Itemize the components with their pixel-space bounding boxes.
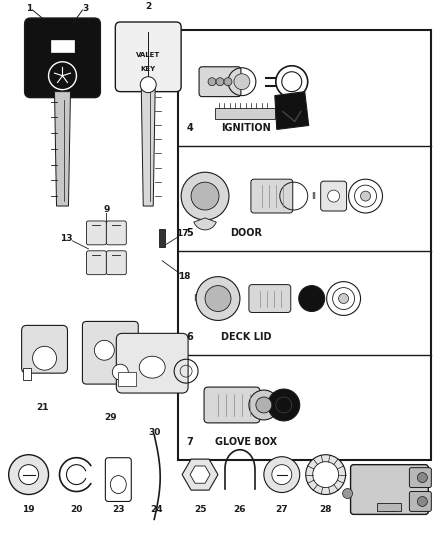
Circle shape <box>313 462 339 488</box>
Ellipse shape <box>139 356 165 378</box>
Circle shape <box>282 72 302 92</box>
Text: 1: 1 <box>26 4 33 13</box>
Text: 31: 31 <box>383 505 396 514</box>
Text: 27: 27 <box>276 505 288 514</box>
Circle shape <box>208 78 216 86</box>
Circle shape <box>140 77 156 93</box>
Text: 17: 17 <box>176 229 188 238</box>
Text: DOOR: DOOR <box>230 228 262 238</box>
Text: 7: 7 <box>187 437 194 447</box>
Text: 30: 30 <box>148 429 160 438</box>
Bar <box>215 108 275 119</box>
Circle shape <box>268 389 300 421</box>
FancyBboxPatch shape <box>86 221 106 245</box>
FancyBboxPatch shape <box>410 467 431 488</box>
Circle shape <box>32 346 57 370</box>
Circle shape <box>417 473 427 482</box>
Circle shape <box>306 455 346 495</box>
FancyBboxPatch shape <box>204 387 260 423</box>
Circle shape <box>196 277 240 320</box>
Circle shape <box>216 78 224 86</box>
FancyBboxPatch shape <box>199 67 241 96</box>
Circle shape <box>276 66 308 98</box>
Text: 18: 18 <box>178 272 191 281</box>
Text: VALET: VALET <box>136 52 160 58</box>
Bar <box>23 368 31 380</box>
Circle shape <box>19 465 39 484</box>
Text: 6: 6 <box>187 333 194 342</box>
Bar <box>378 504 401 512</box>
Text: II: II <box>194 294 198 303</box>
Text: 25: 25 <box>194 505 206 514</box>
FancyBboxPatch shape <box>117 333 188 393</box>
Text: IGNITION: IGNITION <box>221 124 271 133</box>
Circle shape <box>224 78 232 86</box>
Text: 23: 23 <box>112 505 124 514</box>
FancyBboxPatch shape <box>321 181 346 211</box>
Polygon shape <box>54 92 71 206</box>
Text: KEY: KEY <box>141 66 156 72</box>
Text: 9: 9 <box>103 205 110 214</box>
FancyBboxPatch shape <box>249 285 291 312</box>
Text: 28: 28 <box>319 505 332 514</box>
Circle shape <box>181 172 229 220</box>
Text: II: II <box>311 191 316 200</box>
FancyBboxPatch shape <box>25 18 100 98</box>
Circle shape <box>264 457 300 492</box>
Text: 2: 2 <box>145 2 152 11</box>
Text: 26: 26 <box>234 505 246 514</box>
FancyBboxPatch shape <box>106 251 126 274</box>
Text: 24: 24 <box>150 505 162 514</box>
FancyBboxPatch shape <box>115 22 181 92</box>
Bar <box>118 372 136 386</box>
Circle shape <box>191 182 219 210</box>
Bar <box>50 40 74 52</box>
FancyBboxPatch shape <box>410 491 431 512</box>
Circle shape <box>299 286 325 311</box>
Text: 19: 19 <box>22 505 35 514</box>
FancyBboxPatch shape <box>251 179 293 213</box>
Circle shape <box>417 497 427 506</box>
Text: 20: 20 <box>70 505 83 514</box>
Circle shape <box>112 364 128 380</box>
Text: 4: 4 <box>187 124 194 133</box>
Circle shape <box>272 465 292 484</box>
Bar <box>178 30 431 459</box>
Text: 5: 5 <box>187 228 194 238</box>
Circle shape <box>328 190 339 202</box>
FancyBboxPatch shape <box>82 321 138 384</box>
Bar <box>159 229 165 247</box>
FancyBboxPatch shape <box>86 251 106 274</box>
Circle shape <box>339 294 349 303</box>
Text: DECK LID: DECK LID <box>221 333 271 342</box>
Text: 3: 3 <box>82 4 88 13</box>
Circle shape <box>249 390 279 420</box>
Polygon shape <box>141 87 155 206</box>
Circle shape <box>205 286 231 311</box>
Text: GLOVE BOX: GLOVE BOX <box>215 437 277 447</box>
Circle shape <box>327 281 360 316</box>
FancyBboxPatch shape <box>106 221 126 245</box>
Circle shape <box>256 397 272 413</box>
Circle shape <box>360 191 371 201</box>
Circle shape <box>355 185 377 207</box>
FancyBboxPatch shape <box>21 326 67 373</box>
FancyBboxPatch shape <box>350 465 428 514</box>
Text: 29: 29 <box>104 414 117 423</box>
Polygon shape <box>275 92 309 130</box>
Circle shape <box>343 489 353 498</box>
Circle shape <box>332 288 355 310</box>
Circle shape <box>234 74 250 90</box>
Text: 21: 21 <box>36 403 49 413</box>
Circle shape <box>276 397 292 413</box>
Circle shape <box>95 341 114 360</box>
Wedge shape <box>194 218 216 230</box>
Circle shape <box>349 179 382 213</box>
Text: 13: 13 <box>60 235 73 244</box>
Circle shape <box>9 455 49 495</box>
